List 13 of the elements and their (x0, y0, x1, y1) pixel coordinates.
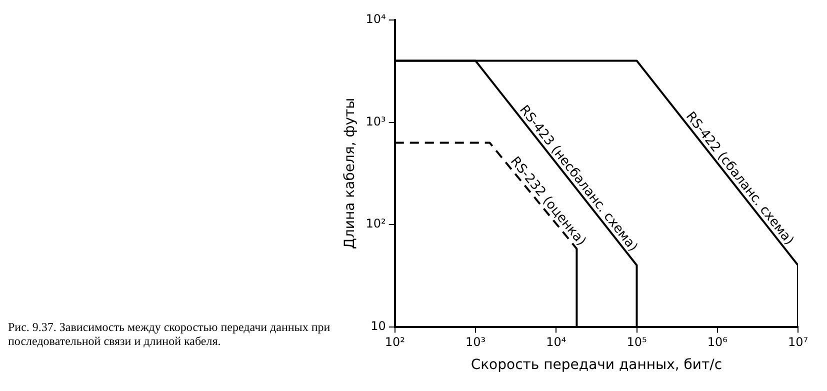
y-tick-label: 10² (366, 216, 386, 231)
y-tick-label: 10³ (366, 114, 386, 128)
x-axis-title: Скорость передачи данных, бит/с (470, 357, 722, 374)
x-tick-label: 10⁷ (788, 335, 808, 350)
y-tick-label: 10⁴ (366, 12, 386, 26)
x-tick-label: 10⁶ (707, 335, 728, 350)
x-tick-label: 10⁴ (546, 335, 566, 350)
x-tick-label: 10² (384, 335, 406, 350)
text: Рис. 9.37. Зависимость между скоростью передачи данных при последовательной связи и длиной кабеля. (8, 320, 332, 348)
x-tick-label: 10⁵ (626, 335, 647, 350)
y-tick-label: 10 (370, 318, 386, 333)
x-tick-label: 10³ (465, 335, 486, 350)
y-axis-title: Длина кабеля, футы (342, 98, 358, 249)
